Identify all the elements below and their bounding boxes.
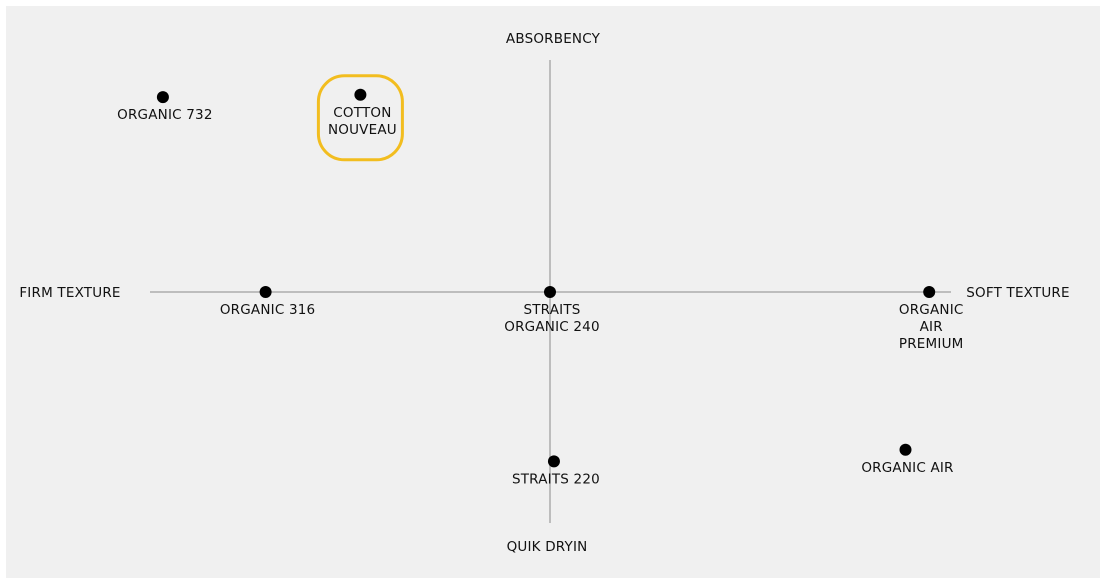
axis-label-left: FIRM TEXTURE xyxy=(19,285,120,301)
point-label: ORGANIC 316 xyxy=(220,302,315,318)
data-point: ORGANIC 732 xyxy=(117,91,212,123)
point-marker xyxy=(544,286,556,298)
point-marker xyxy=(259,286,272,298)
point-marker xyxy=(923,286,936,298)
point-label-line: ORGANIC 732 xyxy=(117,107,212,123)
data-point: ORGANIC AIR PREMIUM xyxy=(899,286,964,352)
point-label-line: NOUVEAU xyxy=(328,122,397,138)
point-label: ORGANIC AIR PREMIUM xyxy=(899,302,964,352)
point-label-line: ORGANIC 240 xyxy=(504,319,599,335)
highlight-box xyxy=(316,74,404,162)
data-point: STRAITS ORGANIC 240 xyxy=(504,286,600,335)
point-label-line: ORGANIC AIR xyxy=(861,460,953,476)
point-label: ORGANIC AIR xyxy=(861,460,953,476)
point-label-line: STRAITS xyxy=(523,302,580,318)
point-marker xyxy=(354,88,367,101)
point-label-line: COTTON xyxy=(333,105,391,121)
axis-label-bottom: QUIK DRYIN xyxy=(507,539,588,555)
data-point: COTTON NOUVEAU xyxy=(316,74,404,162)
point-marker xyxy=(899,443,912,456)
point-marker xyxy=(156,91,169,104)
axis-label-top: ABSORBENCY xyxy=(506,31,601,47)
point-label: COTTON NOUVEAU xyxy=(328,105,397,138)
point-label: STRAITS ORGANIC 240 xyxy=(504,302,599,335)
point-label-line: ORGANIC xyxy=(899,302,964,318)
point-label: ORGANIC 732 xyxy=(117,107,212,123)
point-label-line: PREMIUM xyxy=(899,336,964,352)
point-label-line: AIR xyxy=(920,319,943,335)
point-marker xyxy=(547,455,560,468)
point-label: STRAITS 220 xyxy=(512,471,600,487)
data-point: STRAITS 220 xyxy=(512,455,600,487)
points-layer: ORGANIC 732 COTTON NOUVEAU ORGANIC 316 STRAI… xyxy=(117,74,964,487)
point-label-line: ORGANIC 316 xyxy=(220,302,315,318)
data-point: ORGANIC AIR xyxy=(861,443,953,476)
axis-label-right: SOFT TEXTURE xyxy=(966,285,1070,301)
data-point: ORGANIC 316 xyxy=(220,286,315,318)
point-label-line: STRAITS 220 xyxy=(512,471,600,487)
